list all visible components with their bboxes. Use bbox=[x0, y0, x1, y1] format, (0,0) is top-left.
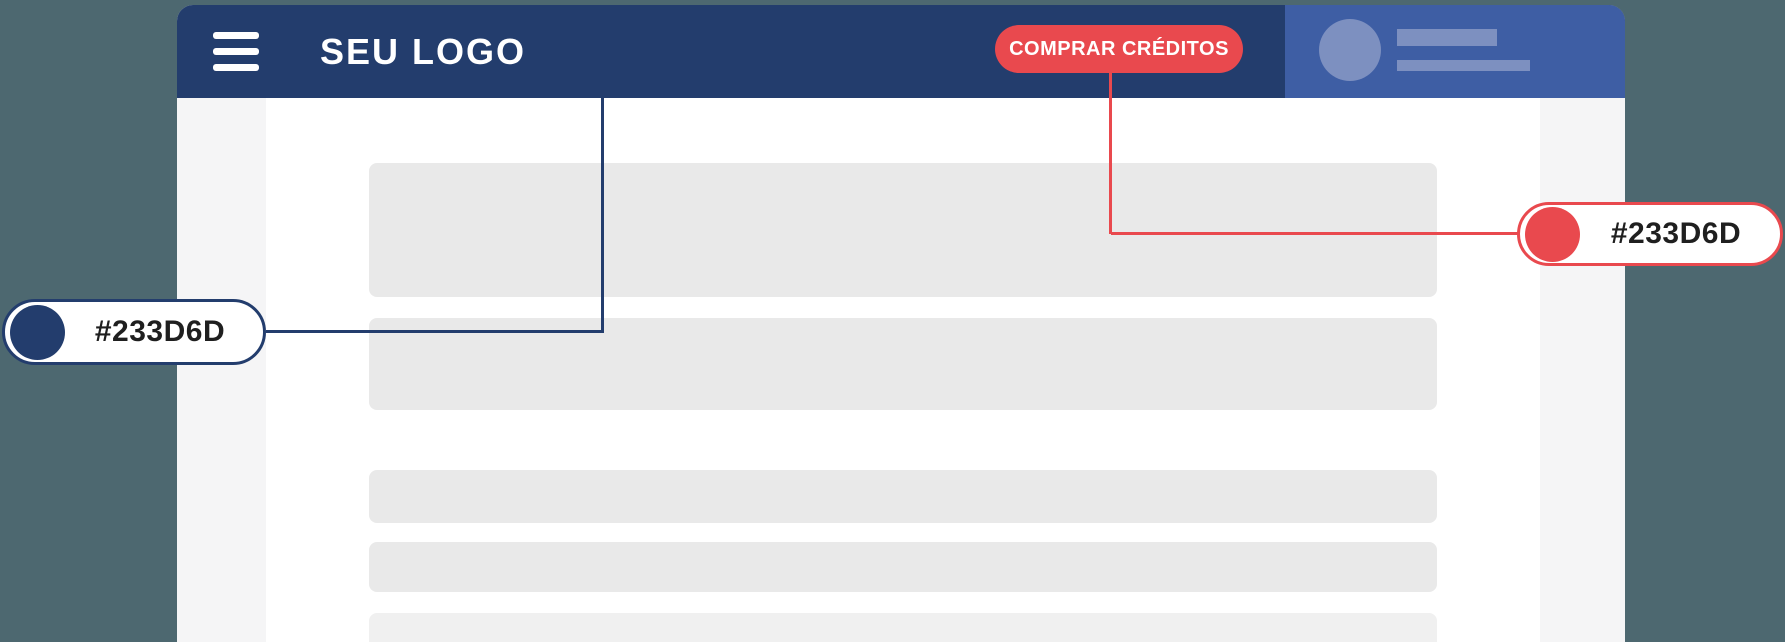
hamburger-bar bbox=[213, 32, 259, 39]
site-header: SEU LOGO COMPRAR CRÉDITOS bbox=[177, 5, 1625, 98]
navy-color-swatch bbox=[10, 304, 65, 360]
hamburger-menu-icon[interactable] bbox=[213, 32, 259, 71]
hamburger-bar bbox=[213, 64, 259, 71]
red-connector-line bbox=[1109, 71, 1112, 234]
content-placeholder-block bbox=[369, 613, 1437, 642]
hamburger-bar bbox=[213, 48, 259, 55]
content-placeholder-block bbox=[369, 163, 1437, 297]
navy-connector-line bbox=[601, 98, 604, 332]
right-margin-strip bbox=[1540, 98, 1625, 642]
user-panel bbox=[1285, 5, 1625, 98]
red-connector-line bbox=[1111, 232, 1520, 235]
red-color-callout: #233D6D bbox=[1517, 202, 1783, 266]
user-subtitle-placeholder bbox=[1397, 60, 1530, 71]
navy-color-callout: #233D6D bbox=[2, 299, 266, 365]
content-placeholder-block bbox=[369, 318, 1437, 410]
content-placeholder-block bbox=[369, 542, 1437, 592]
buy-credits-button[interactable]: COMPRAR CRÉDITOS bbox=[995, 25, 1243, 73]
user-name-placeholder bbox=[1397, 29, 1497, 46]
user-avatar-placeholder bbox=[1319, 19, 1381, 81]
navy-hex-label: #233D6D bbox=[94, 315, 226, 348]
red-hex-label: #233D6D bbox=[1610, 217, 1742, 250]
red-color-swatch bbox=[1525, 206, 1580, 262]
navy-connector-line bbox=[266, 330, 604, 333]
content-placeholder-block bbox=[369, 470, 1437, 523]
browser-window-mockup: SEU LOGO COMPRAR CRÉDITOS bbox=[177, 5, 1625, 642]
site-logo: SEU LOGO bbox=[320, 31, 527, 72]
left-margin-strip bbox=[177, 98, 266, 642]
